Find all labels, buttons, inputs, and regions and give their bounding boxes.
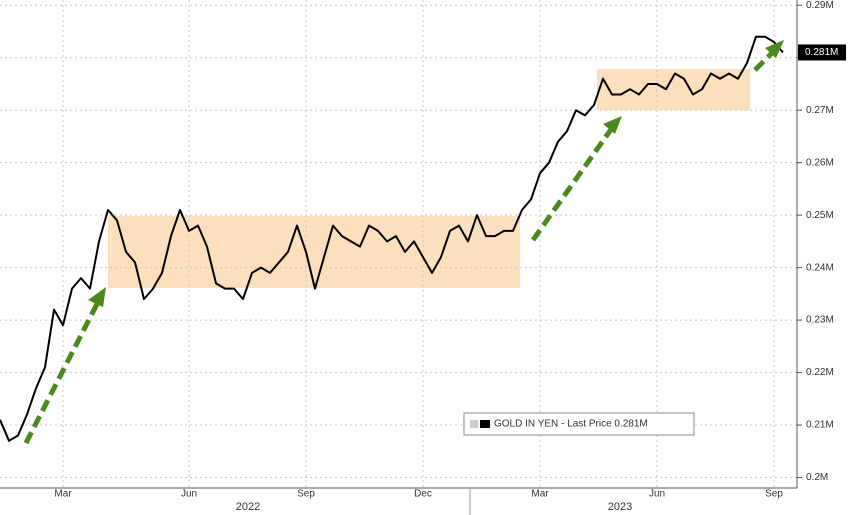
y-tick-label: 0.21M (806, 420, 834, 431)
legend-box (463, 412, 695, 436)
year-label: 2023 (608, 501, 632, 513)
y-tick-label: 0.25M (806, 210, 834, 221)
x-tick-label: Dec (414, 489, 432, 500)
x-tick-label: Jun (181, 489, 197, 500)
last-price-tag (798, 44, 846, 61)
year-label: 2022 (236, 501, 260, 513)
range-box (108, 216, 520, 288)
y-tick-label: 0.22M (806, 367, 834, 378)
y-tick-label: 0.23M (806, 315, 834, 326)
y-tick-label: 0.27M (806, 105, 834, 116)
legend: GOLD IN YEN - Last Price 0.281M (463, 412, 695, 436)
y-tick-label: 0.24M (806, 262, 834, 273)
legend-swatch (480, 420, 490, 428)
y-tick-label: 0.2M (806, 472, 828, 483)
x-tick-label: Sep (765, 489, 783, 500)
x-tick-label: Mar (54, 489, 72, 500)
x-tick-label: Jun (649, 489, 665, 500)
legend-swatch (470, 420, 478, 428)
price-line (0, 35, 784, 442)
last-price-label: 0.281M (805, 47, 838, 58)
legend-label: GOLD IN YEN - Last Price 0.281M (494, 419, 648, 430)
y-tick-label: 0.26M (806, 157, 834, 168)
x-tick-label: Mar (531, 489, 549, 500)
y-tick-label: 0.29M (806, 0, 834, 11)
x-tick-label: Sep (297, 489, 315, 500)
arrow-heads (88, 40, 784, 307)
